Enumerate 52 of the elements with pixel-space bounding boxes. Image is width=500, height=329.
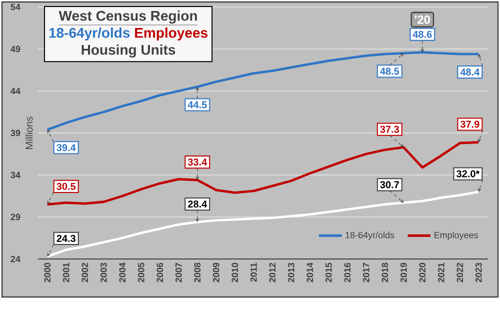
data-label: 28.4 (188, 200, 208, 208)
annotation: Housing Units (82, 44, 176, 58)
x-tick-label: 2017 (362, 262, 370, 282)
x-tick-label: 2012 (269, 262, 276, 282)
chart-title: West Census Region (58, 10, 197, 24)
x-tick-label: 2018 (382, 262, 388, 282)
data-label: 48.6 (412, 30, 432, 38)
x-tick-label: 2009 (212, 262, 220, 282)
x-tick-label: 2010 (232, 262, 238, 282)
data-label: 30.5 (56, 182, 76, 190)
x-tick-label: 2000 (44, 262, 51, 282)
x-tick-label: 2011 (250, 262, 257, 282)
y-tick-label: 34 (10, 172, 20, 178)
y-tick-label: 49 (10, 46, 20, 52)
x-tick-label: 2004 (119, 262, 126, 282)
annotation: '20 (414, 15, 430, 24)
data-label: 33.4 (188, 158, 208, 166)
x-tick-label: 2019 (400, 262, 407, 282)
x-tick-label: 2005 (138, 262, 144, 282)
data-label: 37.9 (460, 120, 480, 128)
y-tick-label: 24 (10, 256, 20, 262)
x-tick-label: 2020 (419, 262, 426, 282)
data-label: 32.0* (456, 170, 480, 178)
x-tick-label: 2015 (325, 262, 332, 282)
x-tick-label: 2014 (306, 262, 314, 282)
legend-label: Employees (434, 232, 478, 240)
y-tick-label: 29 (10, 214, 20, 220)
x-tick-label: 2003 (100, 262, 107, 282)
data-label: 44.5 (188, 101, 207, 108)
x-tick-label: 2023 (475, 262, 482, 282)
data-label: 48.4 (460, 68, 480, 76)
legend-label: 18-64yr/olds (346, 232, 394, 240)
x-tick-label: 2008 (194, 262, 201, 282)
x-tick-label: 2013 (288, 262, 294, 282)
x-tick-label: 2007 (175, 262, 182, 282)
data-label: 48.5 (380, 68, 400, 75)
y-tick-label: 44 (10, 88, 20, 94)
data-label: 39.4 (56, 144, 76, 152)
data-label: 37.3 (380, 126, 400, 133)
annotation: 18-64yr/olds (49, 27, 130, 41)
data-label: 30.7 (380, 181, 399, 188)
annotation: Employees (135, 27, 208, 41)
y-tick-label: 54 (10, 4, 20, 10)
x-tick-label: 2016 (344, 262, 351, 282)
x-tick-label: 2002 (82, 262, 88, 282)
data-label: 24.3 (56, 234, 76, 242)
x-tick-label: 2022 (456, 262, 464, 282)
x-tick-label: 2021 (438, 262, 444, 282)
y-axis-title: Millions (25, 116, 33, 149)
x-tick-label: 2001 (62, 262, 70, 282)
x-tick-label: 2006 (156, 262, 164, 282)
y-tick-label: 39 (10, 130, 20, 136)
